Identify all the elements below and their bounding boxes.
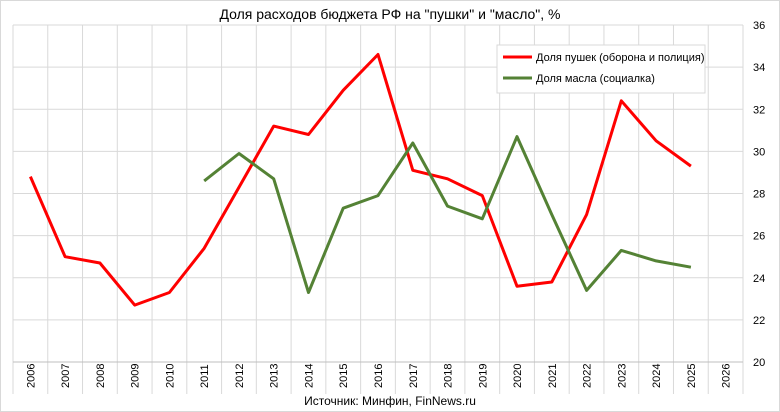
- y-tick-label: 30: [753, 146, 765, 158]
- x-tick-label: 2006: [25, 364, 37, 388]
- chart-title: Доля расходов бюджета РФ на "пушки" и "м…: [219, 6, 560, 22]
- y-tick-label: 28: [753, 189, 765, 201]
- y-tick-label: 32: [753, 104, 765, 116]
- x-tick-label: 2026: [721, 364, 733, 388]
- x-tick-label: 2013: [269, 364, 281, 388]
- x-tick-label: 2012: [234, 364, 246, 388]
- x-tick-label: 2007: [60, 364, 72, 388]
- series-line-butter: [203, 135, 692, 294]
- y-tick-label: 20: [753, 357, 765, 369]
- legend-box: [496, 44, 706, 94]
- x-tick-label: 2025: [686, 364, 698, 388]
- x-tick-label: 2020: [512, 364, 524, 388]
- source-note: Источник: Минфин, FinNews.ru: [304, 394, 476, 408]
- y-tick-label: 26: [753, 231, 765, 243]
- y-tick-label: 36: [753, 20, 765, 32]
- legend: Доля пушек (оборона и полиция) Доля масл…: [496, 44, 706, 94]
- y-tick-label: 22: [753, 315, 765, 327]
- series-line-guns: [29, 53, 692, 307]
- x-tick-label: 2016: [373, 364, 385, 388]
- x-tick-label: 2015: [338, 364, 350, 388]
- x-tick-label: 2011: [199, 364, 211, 388]
- x-tick-label: 2008: [95, 364, 107, 388]
- x-axis: 2006 2007 2008 2009 2010 2011 2012 2013 2014 2015…: [13, 361, 743, 388]
- x-tick-label: 2017: [408, 364, 420, 388]
- y-tick-label: 34: [753, 62, 765, 74]
- x-tick-label: 2023: [616, 364, 628, 388]
- x-tick-label: 2021: [547, 364, 559, 388]
- x-tick-label: 2019: [477, 364, 489, 388]
- series-lines: [29, 53, 692, 307]
- x-tick-label: 2022: [582, 364, 594, 388]
- legend-label-guns: Доля пушек (оборона и полиция): [536, 52, 705, 64]
- legend-label-butter: Доля масла (социалка): [536, 73, 655, 85]
- x-tick-label: 2014: [303, 364, 315, 388]
- x-tick-label: 2009: [130, 364, 142, 388]
- x-tick-label: 2010: [164, 364, 176, 388]
- y-tick-label: 24: [753, 273, 765, 285]
- y-axis: 20 22 24 26 28 30 32 34 36: [753, 20, 765, 369]
- x-tick-label: 2018: [443, 364, 455, 388]
- x-tick-label: 2024: [651, 364, 663, 388]
